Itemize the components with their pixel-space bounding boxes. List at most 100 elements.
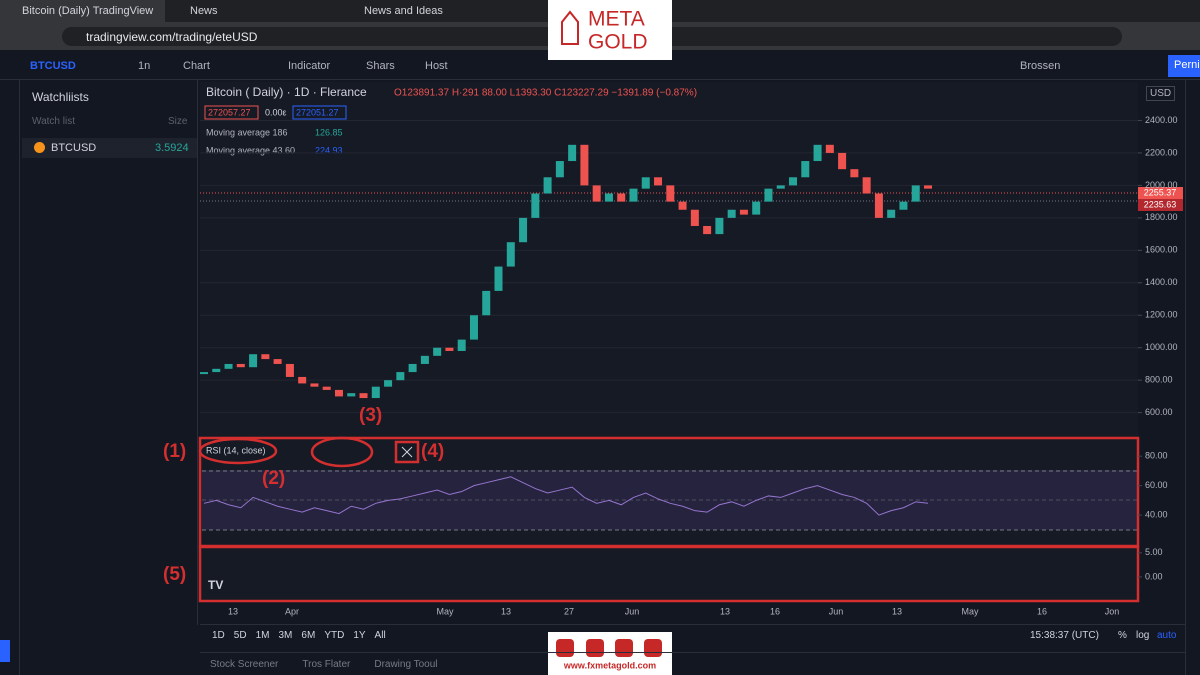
toolbar-item[interactable]: Indicator [288, 60, 331, 72]
timeframe[interactable]: 6M [301, 630, 316, 641]
toolbar-item[interactable]: Chart [183, 60, 210, 72]
tab[interactable]: Bitcoin (Daily) TradingView [0, 0, 165, 22]
candle [469, 315, 478, 340]
logo-box [548, 0, 672, 60]
candle [212, 368, 221, 373]
candle [801, 161, 810, 178]
tab[interactable]: News [190, 5, 218, 17]
currency[interactable]: USD [1146, 86, 1176, 101]
bottom-tabs: Stock Screener Tros Flater Drawing Tooul [200, 652, 1185, 675]
bottom-tab[interactable]: Tros Flater [302, 659, 351, 670]
x-tick-label: 16 [770, 606, 780, 616]
tab[interactable]: News and Ideas [364, 5, 443, 17]
symbol[interactable]: BTCUSD [30, 60, 76, 72]
candle [384, 380, 393, 387]
clock: 15:38:37 (UTC) [1030, 630, 1099, 641]
interval[interactable]: 1n [138, 60, 151, 72]
watchlist-row[interactable] [22, 138, 197, 158]
drawing-toolbar [0, 80, 20, 675]
timeframe[interactable]: 3M [278, 630, 293, 641]
candle [433, 347, 442, 356]
bottom-tab[interactable]: Drawing Tooul [374, 659, 438, 670]
candle [604, 193, 613, 202]
chart-area [200, 82, 1138, 602]
percent-toggle[interactable]: % [1118, 630, 1127, 641]
price-badge [1138, 187, 1183, 199]
candle [568, 144, 577, 162]
candle [752, 201, 761, 215]
column-header: Size [168, 116, 188, 127]
x-tick-label: May [961, 606, 979, 616]
candle [580, 144, 589, 186]
legend-ohlc: O123891.37 H·291 88.00 L1393.30 C123227.… [394, 88, 697, 99]
candle [727, 209, 736, 218]
timeframe-bar [200, 624, 1185, 648]
candle [334, 389, 343, 397]
column-header: Watch list [32, 116, 75, 127]
candle [506, 242, 515, 267]
candle [678, 201, 687, 210]
candle [408, 363, 417, 373]
candle [739, 209, 748, 215]
rsi-line [203, 476, 929, 516]
candle [924, 185, 932, 189]
logo-icon [561, 10, 579, 45]
x-tick-label: 27 [564, 606, 574, 616]
timeframe[interactable]: 1M [255, 630, 270, 641]
bid-box [204, 105, 259, 120]
candle [543, 177, 552, 194]
candle [224, 363, 233, 369]
y-tick-label: 1400.00 [1145, 277, 1178, 287]
layout[interactable]: Brossen [1020, 60, 1061, 72]
y-tick-label: 2400.00 [1145, 115, 1178, 125]
candle [249, 354, 258, 368]
x-tick-label: 13 [892, 606, 902, 616]
toolbar-item[interactable]: Shars [366, 60, 395, 72]
candle [200, 372, 208, 375]
watchlist-title[interactable]: Watchliists [32, 90, 89, 104]
candle [420, 355, 429, 364]
y-tick-label: 1000.00 [1145, 342, 1178, 352]
candle [813, 144, 822, 162]
timeframe[interactable]: 5D [233, 630, 247, 641]
price-badge [1138, 199, 1183, 211]
annotation-label: (2) [262, 468, 286, 489]
candle [690, 209, 699, 226]
timeframe[interactable]: 1Y [353, 630, 366, 641]
legend-title: Bitcoin ( Daily) · 1D · Flerance [206, 85, 367, 99]
timeframe[interactable]: 1D [212, 630, 225, 641]
log-toggle[interactable]: log [1136, 630, 1150, 641]
candle [396, 372, 405, 381]
candle [531, 193, 540, 218]
auto-toggle[interactable]: auto [1157, 630, 1177, 641]
candle [592, 185, 601, 202]
bottom-tab[interactable]: Stock Screener [210, 659, 279, 670]
candle [703, 225, 712, 235]
toolbar-item[interactable]: Host [425, 60, 448, 72]
sidebar-marker [0, 640, 10, 662]
bid: 272057.27 [208, 107, 251, 117]
ma-value: 126.85 [315, 127, 343, 137]
x-tick-label: 13 [501, 606, 511, 616]
coin-icon [34, 142, 45, 153]
candle [776, 185, 785, 189]
timeframe[interactable]: YTD [324, 630, 345, 641]
right-toolbar [1185, 80, 1200, 675]
ma-value: 224.93 [315, 145, 343, 155]
candle [555, 161, 564, 178]
ask: 272051.27 [296, 107, 339, 117]
x-tick-label: 13 [228, 606, 238, 616]
candle [519, 217, 528, 243]
timeframe[interactable]: All [374, 630, 386, 641]
candle [874, 193, 883, 218]
publish-button[interactable]: Pernis [1168, 55, 1200, 77]
annotation-box [198, 545, 1140, 603]
candle [666, 185, 675, 202]
x-tick-label: Jun [625, 606, 640, 616]
candle [850, 169, 859, 178]
x-tick-label: May [436, 606, 454, 616]
x-tick-label: Jon [1105, 606, 1120, 616]
y-tick-label: 0.00 [1145, 571, 1163, 581]
close-icon [401, 446, 413, 458]
